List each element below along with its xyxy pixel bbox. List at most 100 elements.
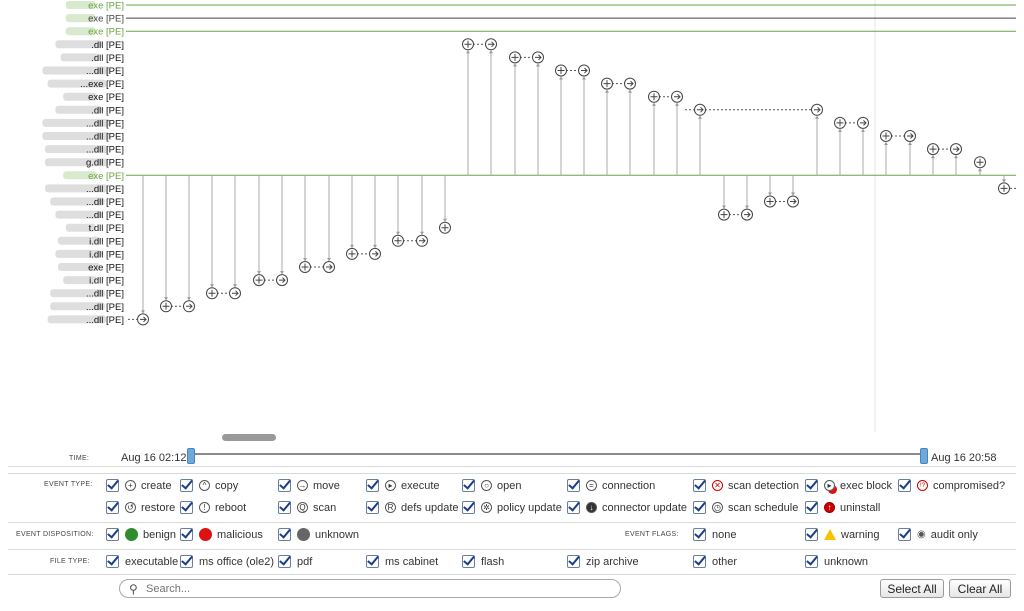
move-event-icon[interactable] [416, 234, 428, 247]
create-event-icon[interactable] [974, 156, 986, 169]
filter-connection[interactable]: = connection [567, 479, 655, 492]
clear-all-button[interactable]: Clear All [949, 579, 1011, 598]
checkbox[interactable] [278, 528, 291, 541]
filter-open[interactable]: ○ open [462, 479, 521, 492]
checkbox[interactable] [693, 501, 706, 514]
create-event-icon[interactable] [462, 38, 474, 51]
filter-unknown[interactable]: unknown [278, 528, 359, 541]
create-event-icon[interactable] [601, 77, 613, 90]
move-event-icon[interactable] [276, 274, 288, 287]
filter-exec-block[interactable]: ▸ exec block [805, 479, 892, 492]
create-event-icon[interactable] [764, 195, 776, 208]
filter-none[interactable]: none [693, 528, 736, 541]
filter-create[interactable]: + create [106, 479, 172, 492]
checkbox[interactable] [805, 555, 818, 568]
create-event-icon[interactable] [253, 274, 265, 287]
checkbox[interactable] [106, 501, 119, 514]
filter-malicious[interactable]: malicious [180, 528, 263, 541]
checkbox[interactable] [180, 479, 193, 492]
move-event-icon[interactable] [369, 247, 381, 260]
filter-benign[interactable]: benign [106, 528, 176, 541]
create-event-icon[interactable] [392, 234, 404, 247]
move-event-icon[interactable] [811, 103, 823, 116]
move-event-icon[interactable] [624, 77, 636, 90]
checkbox[interactable] [805, 528, 818, 541]
move-event-icon[interactable] [787, 195, 799, 208]
checkbox[interactable] [567, 555, 580, 568]
move-event-icon[interactable] [137, 313, 149, 326]
create-event-icon[interactable] [648, 90, 660, 103]
checkbox[interactable] [180, 528, 193, 541]
checkbox[interactable] [278, 479, 291, 492]
create-event-icon[interactable] [299, 261, 311, 273]
move-event-icon[interactable] [671, 90, 683, 103]
create-event-icon[interactable] [880, 130, 892, 142]
filter-copy[interactable]: ^ copy [180, 479, 238, 492]
checkbox[interactable] [898, 479, 911, 492]
filter-policy-update[interactable]: ✲ policy update [462, 501, 562, 514]
move-event-icon[interactable] [741, 208, 753, 221]
filter-flash[interactable]: flash [462, 555, 504, 568]
checkbox[interactable] [366, 479, 379, 492]
move-event-icon[interactable] [485, 38, 497, 51]
filter-uninstall[interactable]: ↑ uninstall [805, 501, 880, 514]
filter-unknown[interactable]: unknown [805, 555, 868, 568]
checkbox[interactable] [366, 501, 379, 514]
checkbox[interactable] [567, 479, 580, 492]
create-event-icon[interactable] [927, 143, 939, 156]
filter-restore[interactable]: ↺ restore [106, 501, 175, 514]
filter-scan-schedule[interactable]: ◷ scan schedule [693, 501, 798, 514]
horizontal-scrollbar[interactable] [222, 434, 276, 441]
checkbox[interactable] [805, 501, 818, 514]
filter-move[interactable]: → move [278, 479, 340, 492]
create-event-icon[interactable] [346, 247, 358, 260]
filter-executable[interactable]: executable [106, 555, 178, 568]
move-event-icon[interactable] [183, 300, 195, 313]
checkbox[interactable] [567, 501, 580, 514]
checkbox[interactable] [366, 555, 379, 568]
filter-ms-office-ole2[interactable]: ms office (ole2) [180, 555, 274, 568]
create-event-icon[interactable] [206, 287, 218, 300]
time-slider-track[interactable] [190, 453, 923, 455]
filter-audit-only[interactable]: ◉ audit only [898, 528, 978, 541]
create-event-icon[interactable] [509, 51, 521, 64]
checkbox[interactable] [898, 528, 911, 541]
filter-scan-detection[interactable]: ✕ scan detection [693, 479, 799, 492]
filter-pdf[interactable]: pdf [278, 555, 312, 568]
move-event-icon[interactable] [694, 103, 706, 116]
filter-warning[interactable]: warning [805, 528, 880, 541]
filter-zip-archive[interactable]: zip archive [567, 555, 639, 568]
checkbox[interactable] [106, 479, 119, 492]
checkbox[interactable] [106, 555, 119, 568]
checkbox[interactable] [180, 555, 193, 568]
checkbox[interactable] [462, 555, 475, 568]
checkbox[interactable] [462, 501, 475, 514]
move-event-icon[interactable] [229, 287, 241, 300]
move-event-icon[interactable] [950, 143, 962, 156]
move-event-icon[interactable] [578, 64, 590, 77]
filter-reboot[interactable]: ! reboot [180, 501, 246, 514]
create-event-icon[interactable] [718, 208, 730, 221]
checkbox[interactable] [106, 528, 119, 541]
checkbox[interactable] [805, 479, 818, 492]
select-all-button[interactable]: Select All [880, 579, 944, 598]
checkbox[interactable] [278, 555, 291, 568]
checkbox[interactable] [180, 501, 193, 514]
checkbox[interactable] [278, 501, 291, 514]
move-event-icon[interactable] [532, 51, 544, 64]
move-event-icon[interactable] [857, 116, 869, 129]
trajectory-graph[interactable]: exe [PE] exe [PE] exe [PE] .dll [PE] .dll [P… [0, 0, 1024, 432]
checkbox[interactable] [693, 555, 706, 568]
create-event-icon[interactable] [439, 221, 451, 234]
checkbox[interactable] [693, 528, 706, 541]
create-event-icon[interactable] [998, 182, 1010, 195]
create-event-icon[interactable] [834, 116, 846, 129]
time-slider-end-handle[interactable] [920, 448, 928, 464]
filter-other[interactable]: other [693, 555, 737, 568]
time-slider-start-handle[interactable] [187, 448, 195, 464]
filter-compromised[interactable]: !? compromised? [898, 479, 1005, 492]
filter-connector-update[interactable]: ↓ connector update [567, 501, 687, 514]
move-event-icon[interactable] [904, 130, 916, 142]
